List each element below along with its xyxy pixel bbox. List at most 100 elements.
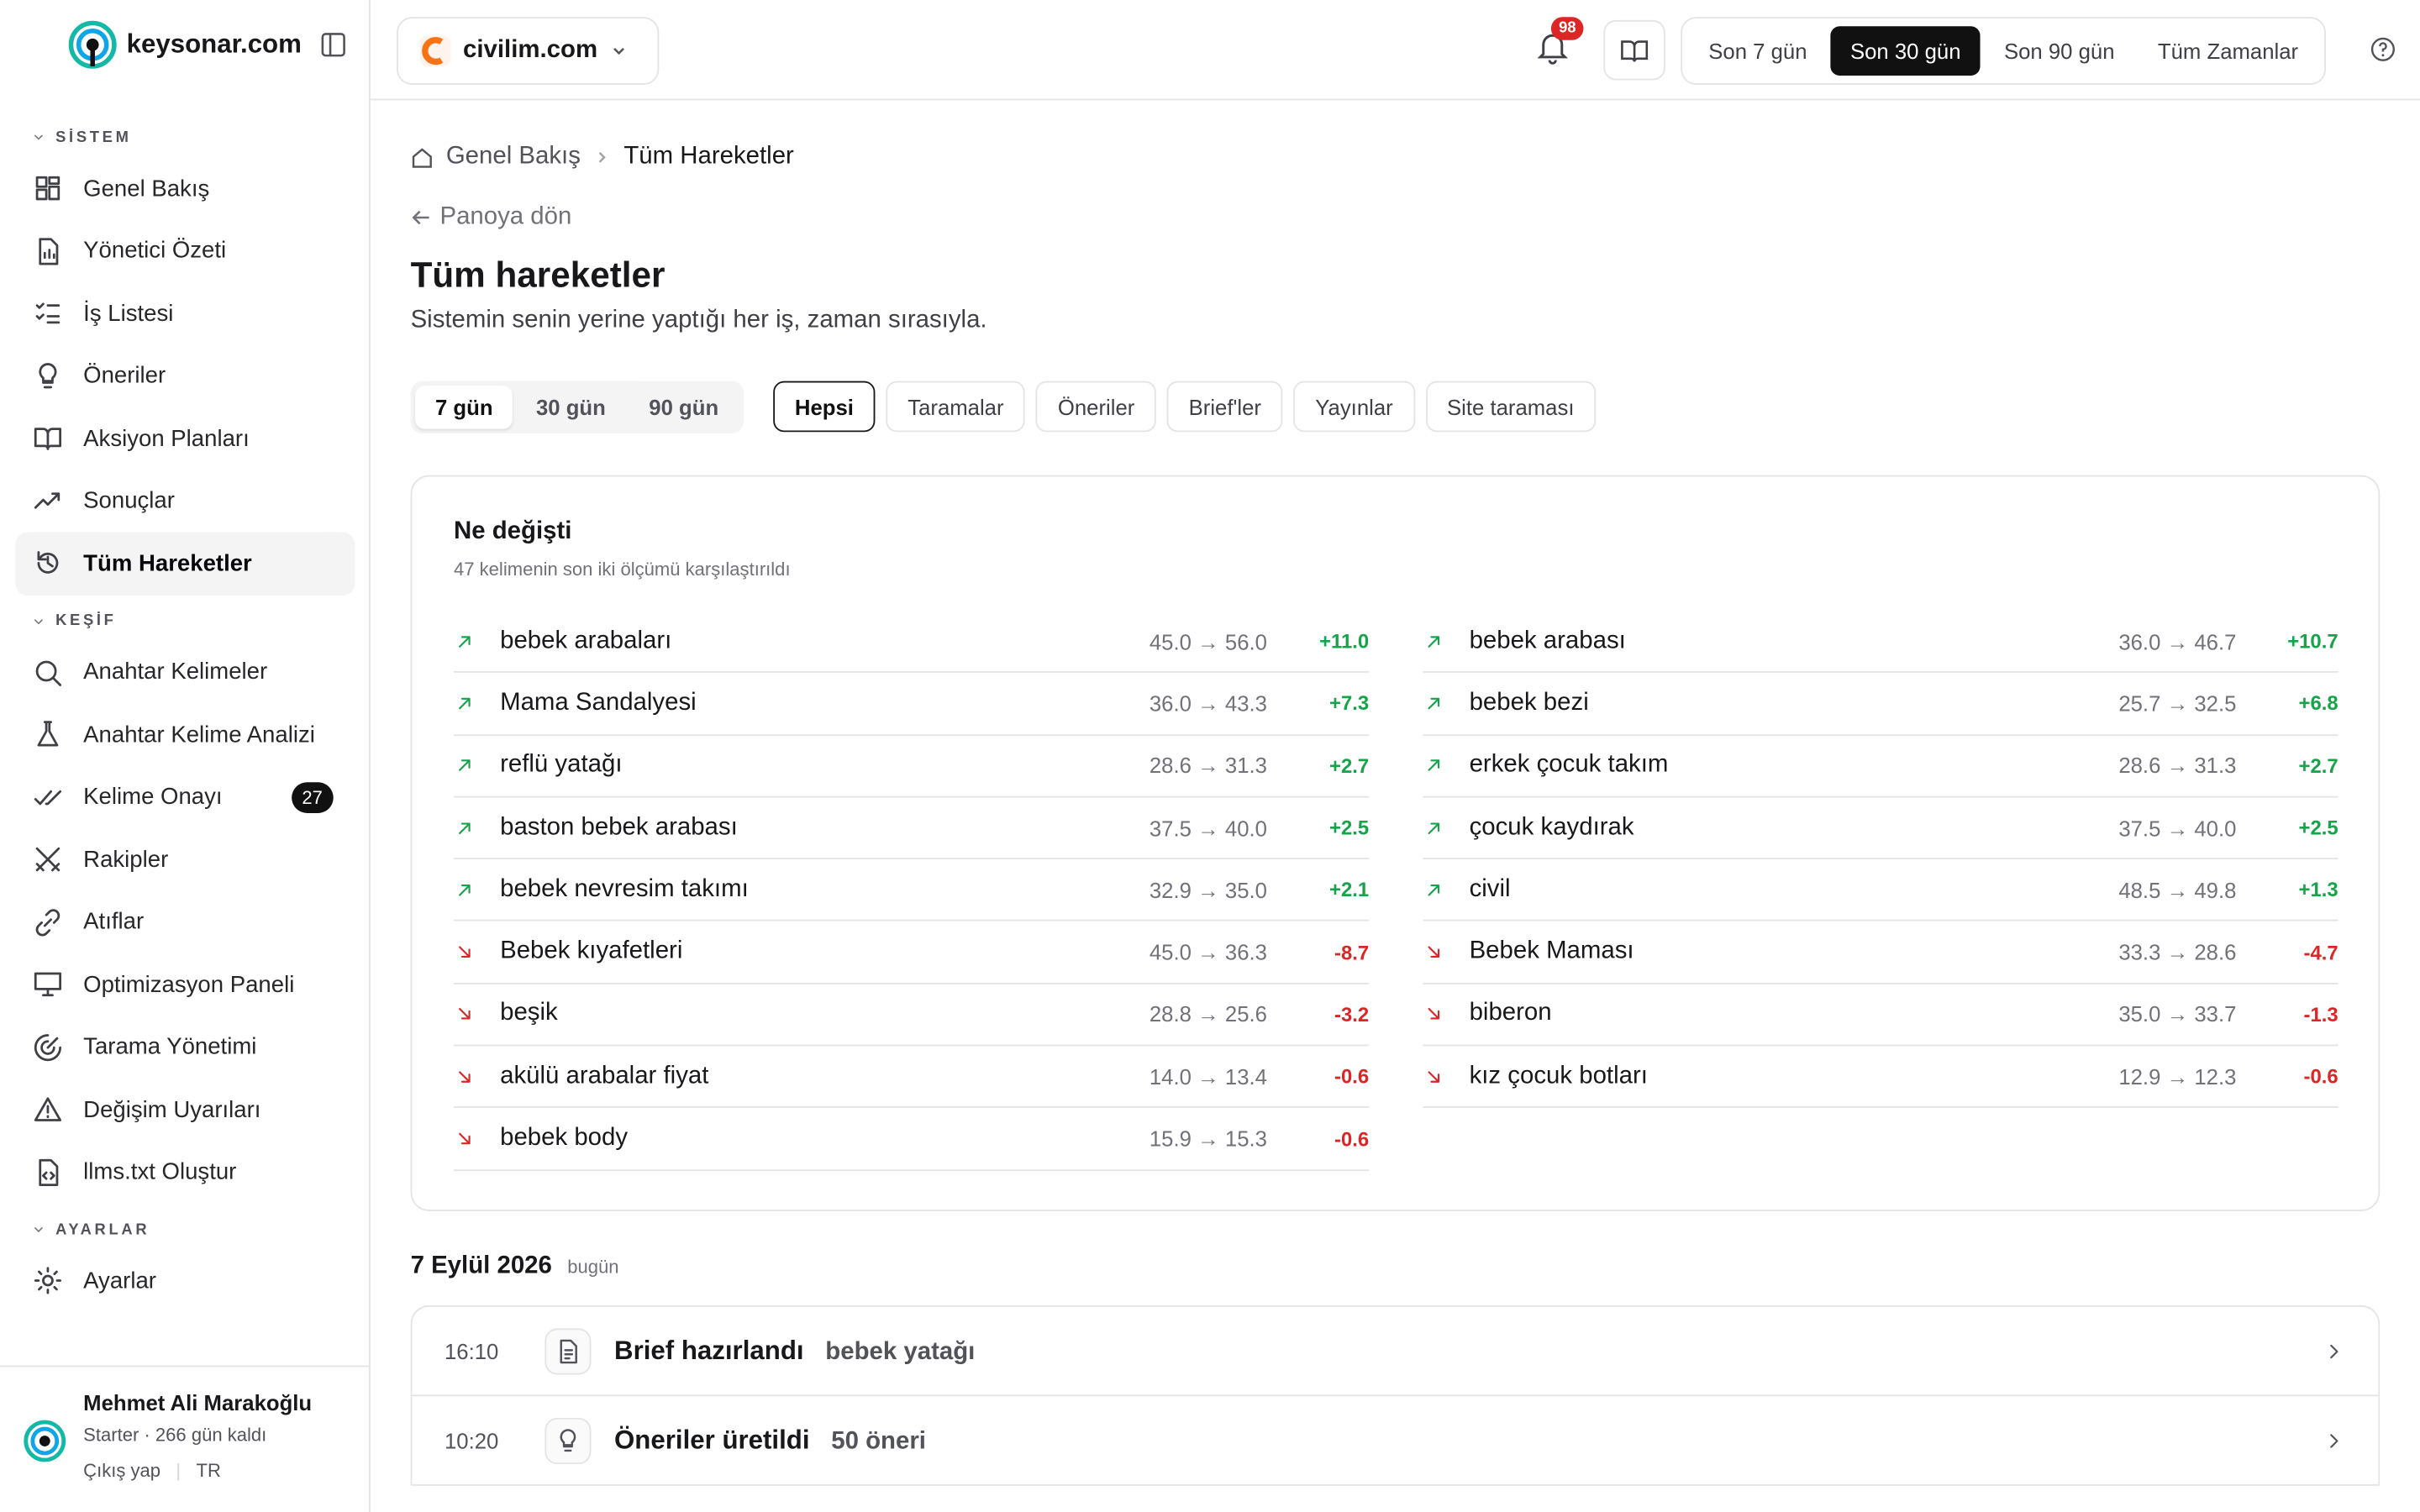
topbar: civilim.com 98 Son 7 gün Son 30 gün Son 90… <box>370 0 2420 101</box>
collapse-button[interactable] <box>321 33 345 57</box>
back-text: Panoya dön <box>439 203 572 230</box>
event-icon-glyph <box>560 1428 576 1452</box>
nav-item[interactable]: İş Listesi <box>15 282 355 344</box>
day-note: bugün <box>567 1256 619 1278</box>
logo-icon <box>68 20 117 69</box>
filter-button[interactable]: Brief'ler <box>1166 381 1283 433</box>
user-name: Mehmet Ali Marakoğlu <box>83 1389 313 1415</box>
filter-button[interactable]: Öneriler <box>1036 381 1157 433</box>
nav-label: Aksiyon Planları <box>83 425 250 452</box>
nav-item[interactable]: Tüm Hareketler <box>15 532 355 596</box>
help-button[interactable] <box>2370 37 2395 61</box>
nav-label: Öneriler <box>83 363 166 390</box>
nav-icon <box>34 1267 62 1295</box>
scores: 14.0 → 13.4 <box>1149 1063 1267 1089</box>
nav-icon <box>37 721 59 747</box>
language[interactable]: TR <box>196 1459 221 1482</box>
delta: +2.1 <box>1329 878 1370 902</box>
site-name: civilim.com <box>463 37 598 64</box>
delta: +7.3 <box>1329 691 1370 716</box>
nav-item[interactable]: Aksiyon Planları <box>15 407 355 470</box>
keyword: kız çocuk botları <box>1469 1062 1648 1089</box>
nav-item[interactable]: Sonuçlar <box>15 470 355 532</box>
book-icon <box>1621 39 1649 61</box>
delta: -0.6 <box>2303 1064 2338 1089</box>
filter-button[interactable]: Site taraması <box>1425 381 1597 433</box>
docs-button[interactable] <box>1603 19 1665 81</box>
period-button[interactable]: Son 7 gün <box>1708 38 1807 64</box>
keyword: biberon <box>1469 1000 1552 1027</box>
nav-label: Atıflar <box>83 909 145 936</box>
period-button[interactable]: Tüm Zamanlar <box>2157 38 2299 64</box>
keyword: akülü arabalar fiyat <box>500 1062 709 1089</box>
nav-icon <box>34 491 60 509</box>
change-row: bebek body 15.9 → 15.3 -0.6 <box>454 1108 1370 1171</box>
period-button[interactable]: Son 90 gün <box>2003 38 2115 64</box>
nav-item[interactable]: Anahtar Kelime Analizi <box>15 704 355 766</box>
nav-item[interactable]: Öneriler <box>15 345 355 407</box>
event-title: Brief hazırlandı <box>614 1335 804 1365</box>
nav-item[interactable]: Optimizasyon Paneli <box>15 953 355 1016</box>
breadcrumb-link[interactable]: Genel Bakış <box>445 143 581 171</box>
range-tab[interactable]: 30 gün <box>535 395 606 420</box>
logo-text: keysonar.com <box>126 29 302 59</box>
nav-label: Ayarlar <box>83 1268 156 1294</box>
logo[interactable]: keysonar.com <box>68 20 302 70</box>
period-button[interactable]: Son 30 gün <box>1830 26 1981 76</box>
filter-button[interactable]: Yayınlar <box>1293 381 1415 433</box>
range-tab[interactable]: 7 gün <box>415 386 513 429</box>
event-row[interactable]: 16:10 Brief hazırlandı bebek yatağı <box>412 1307 2379 1397</box>
sidebar: keysonar.com SİSTEM Genel Bakış Yönetici Ö… <box>0 0 371 1512</box>
nav-item[interactable]: Tarama Yönetimi <box>15 1016 355 1078</box>
nav-icon <box>39 1158 59 1186</box>
breadcrumb-separator <box>599 151 607 163</box>
changes-column: bebek arabası 36.0 → 46.7 +10.7 bebek bezi 2… <box>1423 611 2338 1109</box>
nav-badge: 27 <box>291 781 334 813</box>
nav-item[interactable]: Değişim Uyarıları <box>15 1079 355 1141</box>
day-date: 7 Eylül 2026 <box>410 1252 552 1279</box>
section-title: AYARLAR <box>55 1221 150 1238</box>
nav-icon <box>34 973 62 997</box>
event-row[interactable]: 10:20 Öneriler üretildi 50 öneri <box>412 1396 2379 1486</box>
nav-item[interactable]: llms.txt Oluştur <box>15 1141 355 1203</box>
delta: +10.7 <box>2287 629 2338 654</box>
scores: 12.9 → 12.3 <box>2118 1063 2237 1089</box>
nav-item[interactable]: Atıflar <box>15 891 355 953</box>
filter-button[interactable]: Hepsi <box>773 381 876 433</box>
arrow-up <box>1428 759 1440 772</box>
nav-item[interactable]: Genel Bakış <box>15 157 355 219</box>
nav-item[interactable]: Ayarlar <box>15 1250 355 1312</box>
nav-item[interactable]: Anahtar Kelimeler <box>15 641 355 703</box>
arrow-up <box>459 635 471 648</box>
nav-item[interactable]: Rakipler <box>15 828 355 890</box>
scores: 45.0 → 36.3 <box>1149 939 1267 965</box>
scores: 32.9 → 35.0 <box>1149 877 1267 903</box>
logout[interactable]: Çıkış yap <box>83 1459 161 1482</box>
back-link[interactable]: Panoya dön <box>411 203 572 231</box>
nav-icon <box>37 551 59 575</box>
range-tab[interactable]: 90 gün <box>649 395 719 420</box>
nav-item[interactable]: Yönetici Özeti <box>15 220 355 282</box>
change-row: civil 48.5 → 49.8 +1.3 <box>1423 859 2338 922</box>
change-row: baston bebek arabası 37.5 → 40.0 +2.5 <box>454 797 1370 860</box>
breadcrumb-current: Tüm Hareketler <box>623 143 794 171</box>
nav-icon <box>35 176 60 201</box>
delta: +11.0 <box>1319 629 1370 654</box>
user-links: Çıkış yap | TR <box>83 1460 221 1482</box>
delta: +2.7 <box>1329 753 1370 778</box>
nav-label: Değişim Uyarıları <box>83 1096 261 1123</box>
scores: 36.0 → 43.3 <box>1149 690 1267 717</box>
filter-button[interactable]: Taramalar <box>886 381 1026 433</box>
change-row: beşik 28.8 → 25.6 -3.2 <box>454 984 1370 1047</box>
nav-icon <box>35 302 60 324</box>
nav-section: KEŞİF <box>0 601 371 641</box>
site-selector[interactable]: civilim.com <box>397 17 660 86</box>
section-title: KEŞİF <box>55 612 117 630</box>
nav-icon <box>39 362 57 388</box>
nav-item[interactable]: Kelime Onayı 27 <box>15 766 355 828</box>
arrow-up <box>1428 697 1440 710</box>
arrow-down <box>1428 1070 1440 1083</box>
arrow-down <box>459 946 471 958</box>
